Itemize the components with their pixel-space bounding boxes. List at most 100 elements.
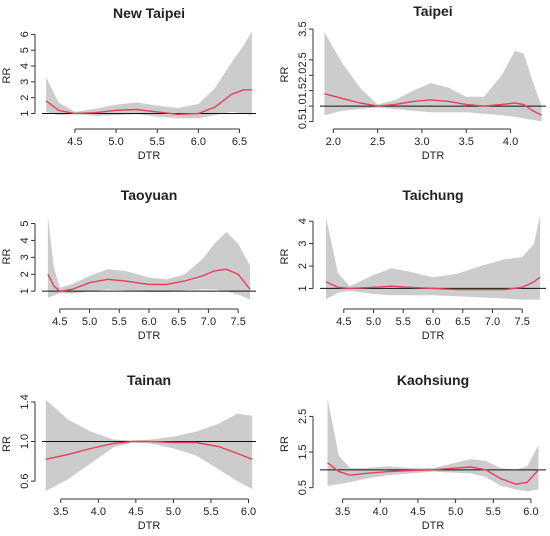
chart-panel: 2.0 2.5 3.0 3.5 4.00.51.01.52.02.53.5TaipeiD… [279,3,546,162]
x-tick-label: 6.0 [523,506,538,518]
panel-title: New Taipei [113,5,185,21]
x-tick-label: 3.5 [335,506,350,518]
x-tick-label: 5.0 [108,136,123,148]
y-tick-label: 1.5 [297,444,309,459]
chart-panel: 4.5 5.0 5.5 6.0 6.5 7.0 7.5 1 2 3 4 5 Taoyuan DTR RR [1,187,256,342]
y-tick-label: 6 [19,31,31,37]
x-axis-label: DTR [422,330,445,342]
y-tick-label: 2.5 [297,409,309,424]
confidence-band [45,399,253,491]
y-tick-label: 5 [19,220,31,226]
x-tick-label: 5.0 [366,316,381,328]
y-tick-label: 2.5 [297,52,309,67]
y-tick-label: 1.4 [19,394,31,409]
x-tick-label: 6.0 [141,316,156,328]
x-axis-label: DTR [138,520,161,532]
chart-panel: 4.5 5.0 5.5 6.0 6.5 7.0 7.5 1 2 3 4 Taichung DTR RR [279,187,546,342]
rr-curve [327,462,540,485]
confidence-band [46,31,252,119]
y-tick-label: 2 [19,95,31,101]
x-axis-label: DTR [138,330,161,342]
y-tick-label: 3.5 [297,21,309,36]
panel-title: Tainan [127,372,171,388]
x-tick-label: 7.0 [485,316,500,328]
x-tick-label: 4.0 [373,506,388,518]
y-tick-label: 1 [19,110,31,116]
y-tick-label: 3 [19,254,31,260]
x-tick-label: 7.0 [201,316,216,328]
x-tick-label: 7.5 [515,316,530,328]
x-tick-label: 4.5 [67,136,82,148]
x-tick-label: 6.5 [455,316,470,328]
y-tick-label: 0.6 [19,473,31,488]
x-tick-label: 3.5 [53,506,68,518]
x-tick-label: 4.5 [128,506,143,518]
x-tick-label: 3.5 [459,136,474,148]
x-tick-label: 4.5 [410,506,425,518]
x-axis-label: DTR [422,150,445,162]
rr-curve [325,276,541,291]
panel-title: Kaohsiung [397,372,469,388]
x-tick-label: 7.5 [231,316,246,328]
y-axis-label: RR [279,436,291,452]
y-tick-label: 2 [297,263,309,269]
x-tick-label: 6.5 [171,316,186,328]
x-tick-label: 5.0 [82,316,97,328]
x-tick-label: 5.5 [112,316,127,328]
confidence-band [324,32,542,122]
x-tick-label: 4.5 [336,316,351,328]
y-tick-label: 2 [19,271,31,277]
y-axis-label: RR [1,68,13,84]
y-tick-label: 1.0 [297,98,309,113]
panel-title: Taipei [413,3,452,19]
x-tick-label: 5.5 [203,506,218,518]
confidence-band [325,214,541,300]
chart-panel: 4.5 5.0 5.5 6.0 6.5 1 2 3 4 5 6 New Taipei DTR RR [1,5,256,162]
confidence-band [327,398,539,492]
y-tick-label: 0.5 [297,480,309,495]
x-tick-label: 4.0 [503,136,518,148]
x-tick-label: 3.0 [414,136,429,148]
y-tick-label: 1 [19,288,31,294]
y-tick-label: 1.5 [297,83,309,98]
y-tick-label: 3 [19,79,31,85]
y-axis-label: RR [1,436,13,452]
chart-panel: 3.5 4.0 4.5 5.0 5.5 6.0 0.5 1.5 2.5 Kaohsiung DTR R… [279,372,546,532]
y-tick-label: 5 [19,47,31,53]
x-tick-label: 5.5 [150,136,165,148]
y-tick-label: 4 [297,218,309,224]
x-tick-label: 4.0 [91,506,106,518]
x-tick-label: 6.0 [425,316,440,328]
panel-title: Taoyuan [121,187,178,203]
y-tick-label: 0.5 [297,114,309,129]
x-tick-label: 5.5 [486,506,501,518]
x-tick-label: 6.5 [232,136,247,148]
rr-curve [47,268,251,292]
y-tick-label: 4 [19,237,31,243]
y-axis-label: RR [1,249,13,265]
rr-curve [45,440,253,460]
rr-curve [324,93,542,116]
x-tick-label: 2.0 [326,136,341,148]
panel-title: Taichung [402,187,463,203]
x-tick-label: 5.0 [166,506,181,518]
x-tick-label: 5.5 [396,316,411,328]
chart-panel: 3.5 4.0 4.5 5.0 5.5 6.0 0.6 1.0 1.4 Tainan DTR RR [1,372,256,532]
x-tick-label: 2.5 [370,136,385,148]
x-tick-label: 6.0 [191,136,206,148]
y-tick-label: 1.0 [19,434,31,449]
y-axis-label: RR [279,67,291,83]
x-axis-label: DTR [422,520,445,532]
rr-curve [45,89,252,116]
x-tick-label: 5.0 [448,506,463,518]
y-axis-label: RR [279,249,291,265]
y-tick-label: 4 [19,63,31,69]
x-tick-label: 4.5 [52,316,67,328]
confidence-band [47,216,251,300]
y-tick-label: 3 [297,241,309,247]
x-axis-label: DTR [138,150,161,162]
x-tick-label: 6.0 [241,506,256,518]
y-tick-label: 2.0 [297,68,309,83]
